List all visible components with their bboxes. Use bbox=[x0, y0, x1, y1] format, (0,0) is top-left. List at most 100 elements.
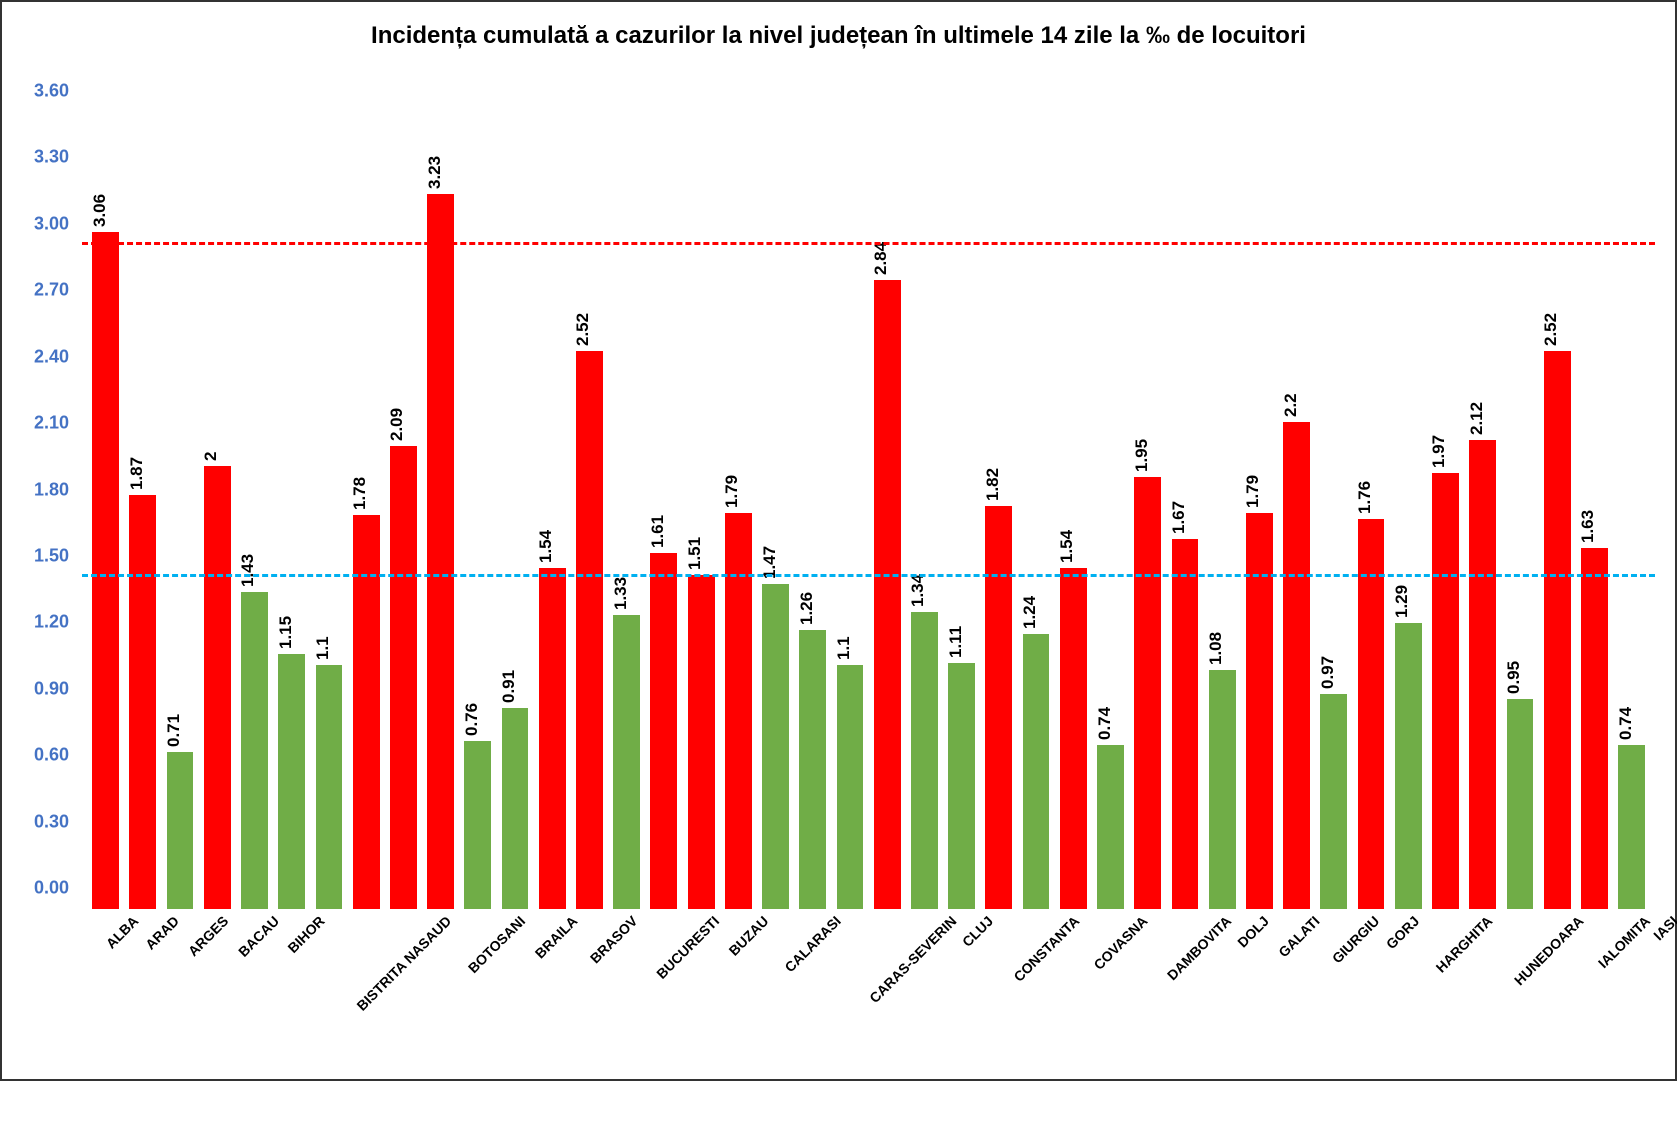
bar-value-label: 1.95 bbox=[1132, 439, 1152, 472]
bar: 2 bbox=[204, 466, 231, 909]
y-tick: 2.70 bbox=[34, 280, 69, 301]
bar-slot: 2.12 bbox=[1464, 112, 1501, 909]
bar-value-label: 0.74 bbox=[1616, 707, 1636, 740]
bar-slot: 0.95 bbox=[1501, 112, 1538, 909]
bar-slot: 1.08 bbox=[1204, 112, 1241, 909]
bar: 2.12 bbox=[1469, 440, 1496, 909]
bar-slot: 1.78 bbox=[348, 112, 385, 909]
bar: 2.09 bbox=[390, 446, 417, 909]
bar: 1.54 bbox=[539, 568, 566, 909]
bar-slot: 1.79 bbox=[1241, 112, 1278, 909]
bar: 2.84 bbox=[874, 280, 901, 909]
bar: 1.24 bbox=[1023, 634, 1050, 909]
bar-slot: 2.09 bbox=[385, 112, 422, 909]
bar-value-label: 1.33 bbox=[611, 576, 631, 609]
bar-value-label: 1.43 bbox=[238, 554, 258, 587]
bar-slot: 1.47 bbox=[757, 112, 794, 909]
y-tick: 3.00 bbox=[34, 213, 69, 234]
bar: 0.95 bbox=[1507, 699, 1534, 909]
bar-slot: 1.11 bbox=[943, 112, 980, 909]
plot-area: 3.061.870.7121.431.151.11.782.093.230.76… bbox=[82, 112, 1655, 909]
bar-value-label: 1.1 bbox=[313, 637, 333, 661]
bar-value-label: 1.61 bbox=[648, 514, 668, 547]
bar-slot: 0.74 bbox=[1613, 112, 1650, 909]
bar-value-label: 2 bbox=[201, 452, 221, 461]
y-tick: 1.80 bbox=[34, 479, 69, 500]
bar-value-label: 0.95 bbox=[1504, 661, 1524, 694]
bar-slot: 1.95 bbox=[1129, 112, 1166, 909]
bar-slot: 1.61 bbox=[645, 112, 682, 909]
bar-value-label: 2.09 bbox=[387, 408, 407, 441]
bar-value-label: 0.76 bbox=[462, 703, 482, 736]
bar: 1.33 bbox=[613, 615, 640, 909]
bar: 1.26 bbox=[799, 630, 826, 909]
x-label-slot: ALBA bbox=[87, 911, 126, 1079]
bar-value-label: 1.26 bbox=[797, 592, 817, 625]
bar: 0.76 bbox=[464, 741, 491, 909]
bar-slot: 1.26 bbox=[794, 112, 831, 909]
bar-slot: 1.15 bbox=[273, 112, 310, 909]
bar-slot: 2.2 bbox=[1278, 112, 1315, 909]
bar-slot: 0.71 bbox=[161, 112, 198, 909]
bar-slot: 0.76 bbox=[459, 112, 496, 909]
bar: 1.63 bbox=[1581, 548, 1608, 909]
bar-value-label: 2.2 bbox=[1281, 393, 1301, 417]
bar-value-label: 2.52 bbox=[573, 313, 593, 346]
bar-value-label: 1.79 bbox=[1243, 475, 1263, 508]
bar-value-label: 3.23 bbox=[425, 156, 445, 189]
reference-line bbox=[82, 242, 1655, 245]
bar-slot: 1.82 bbox=[980, 112, 1017, 909]
bar: 2.52 bbox=[576, 351, 603, 909]
bar: 1.11 bbox=[948, 663, 975, 909]
bar-value-label: 0.71 bbox=[164, 714, 184, 747]
bar-slot: 0.91 bbox=[496, 112, 533, 909]
bars-row: 3.061.870.7121.431.151.11.782.093.230.76… bbox=[82, 112, 1655, 909]
bar: 1.79 bbox=[1246, 513, 1273, 909]
bar-value-label: 2.52 bbox=[1541, 313, 1561, 346]
bar-value-label: 1.15 bbox=[276, 616, 296, 649]
bar: 1.29 bbox=[1395, 623, 1422, 909]
bar-slot: 1.67 bbox=[1166, 112, 1203, 909]
bar-value-label: 1.54 bbox=[536, 530, 556, 563]
y-tick: 1.50 bbox=[34, 545, 69, 566]
bar: 1.61 bbox=[650, 553, 677, 909]
bar: 3.23 bbox=[427, 194, 454, 909]
bar-value-label: 1.97 bbox=[1429, 435, 1449, 468]
bar-slot: 1.79 bbox=[720, 112, 757, 909]
bar-value-label: 0.97 bbox=[1318, 656, 1338, 689]
bar-value-label: 1.67 bbox=[1169, 501, 1189, 534]
bar-value-label: 2.12 bbox=[1467, 402, 1487, 435]
bar-slot: 1.51 bbox=[683, 112, 720, 909]
bar: 1.47 bbox=[762, 584, 789, 909]
bar: 2.2 bbox=[1283, 422, 1310, 909]
bar: 2.52 bbox=[1544, 351, 1571, 909]
bar-value-label: 1.87 bbox=[127, 457, 147, 490]
bar-slot: 2.52 bbox=[571, 112, 608, 909]
bar: 1.79 bbox=[725, 513, 752, 909]
bar-value-label: 1.11 bbox=[946, 626, 966, 658]
bar: 0.97 bbox=[1320, 694, 1347, 909]
y-tick: 2.10 bbox=[34, 413, 69, 434]
bar: 1.15 bbox=[278, 654, 305, 909]
bar-slot: 0.74 bbox=[1092, 112, 1129, 909]
y-axis: 0.000.300.600.901.201.501.802.102.402.70… bbox=[2, 112, 77, 909]
chart-container: Incidența cumulată a cazurilor la nivel … bbox=[0, 0, 1677, 1081]
bar-slot: 1.34 bbox=[906, 112, 943, 909]
bar: 0.74 bbox=[1618, 745, 1645, 909]
bar: 0.91 bbox=[502, 708, 529, 909]
bar-value-label: 1.51 bbox=[685, 537, 705, 570]
bar-slot: 1.43 bbox=[236, 112, 273, 909]
bar-slot: 1.1 bbox=[310, 112, 347, 909]
bar-slot: 2.84 bbox=[869, 112, 906, 909]
bar-slot: 1.54 bbox=[1055, 112, 1092, 909]
y-tick: 0.90 bbox=[34, 678, 69, 699]
y-tick: 0.60 bbox=[34, 745, 69, 766]
bar-slot: 1.1 bbox=[831, 112, 868, 909]
bar: 1.82 bbox=[985, 506, 1012, 909]
bar-value-label: 1.54 bbox=[1057, 530, 1077, 563]
y-tick: 0.30 bbox=[34, 811, 69, 832]
bar-slot: 2 bbox=[199, 112, 236, 909]
bar: 1.87 bbox=[129, 495, 156, 909]
bar: 1.76 bbox=[1358, 519, 1385, 909]
bar-slot: 1.76 bbox=[1352, 112, 1389, 909]
